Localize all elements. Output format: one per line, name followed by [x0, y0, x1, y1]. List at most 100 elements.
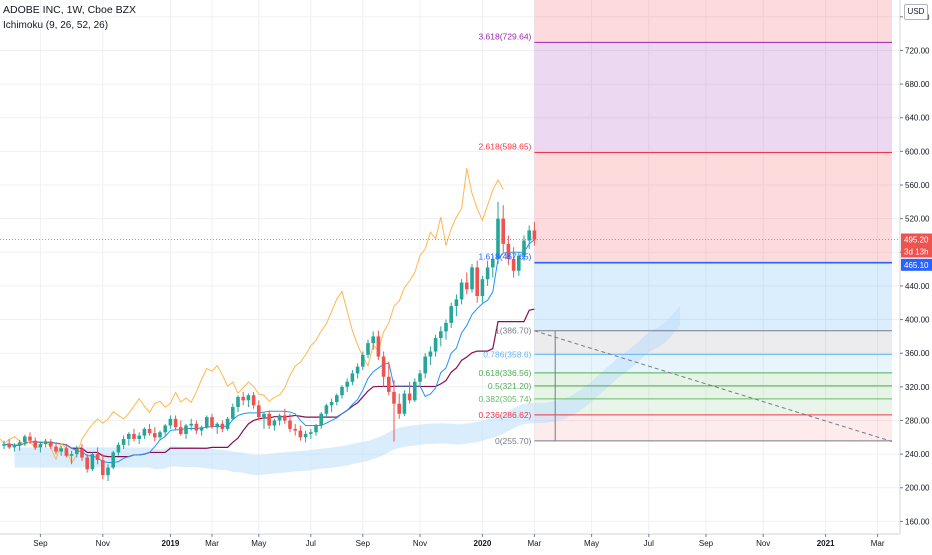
- candle-body[interactable]: [199, 427, 204, 431]
- candle-body[interactable]: [418, 373, 422, 382]
- candle-body[interactable]: [225, 418, 230, 429]
- candle-body[interactable]: [532, 230, 537, 240]
- candle-body[interactable]: [355, 366, 360, 374]
- candle-body[interactable]: [506, 243, 511, 260]
- candle-body[interactable]: [428, 351, 433, 357]
- candle-body[interactable]: [111, 452, 115, 468]
- candle-body[interactable]: [407, 393, 412, 401]
- candle-body[interactable]: [324, 405, 329, 414]
- candle-body[interactable]: [449, 306, 453, 323]
- candle-body[interactable]: [444, 322, 448, 332]
- candle-body[interactable]: [303, 433, 308, 438]
- candle-body[interactable]: [257, 405, 261, 418]
- candle-body[interactable]: [480, 279, 485, 297]
- candle-body[interactable]: [470, 267, 474, 290]
- candle-body[interactable]: [522, 240, 526, 256]
- time-axis[interactable]: [0, 534, 900, 550]
- candle-body[interactable]: [423, 356, 427, 374]
- candle-body[interactable]: [38, 444, 43, 448]
- candle-body[interactable]: [220, 423, 225, 429]
- candle-body[interactable]: [101, 459, 105, 476]
- candle-body[interactable]: [75, 449, 79, 455]
- candle-body[interactable]: [340, 386, 344, 396]
- candle-body[interactable]: [314, 425, 318, 433]
- candle-body[interactable]: [90, 454, 95, 470]
- candle-body[interactable]: [272, 420, 277, 426]
- candle-body[interactable]: [106, 467, 110, 476]
- candle-body[interactable]: [366, 343, 370, 355]
- candle-body[interactable]: [511, 259, 516, 271]
- candle-body[interactable]: [246, 395, 251, 401]
- candle-body[interactable]: [127, 433, 131, 439]
- candle-body[interactable]: [475, 267, 479, 297]
- candle-body[interactable]: [251, 395, 256, 406]
- indicator-legend[interactable]: Ichimoku (9, 26, 52, 26): [3, 20, 109, 31]
- candle-body[interactable]: [2, 444, 6, 446]
- candle-body[interactable]: [173, 418, 178, 428]
- candle-body[interactable]: [179, 427, 183, 434]
- candle-body[interactable]: [485, 267, 490, 280]
- candle-body[interactable]: [142, 428, 147, 436]
- candle-body[interactable]: [527, 230, 531, 241]
- price-axis[interactable]: [900, 0, 932, 550]
- candle-body[interactable]: [319, 413, 323, 426]
- candle-body[interactable]: [137, 435, 141, 439]
- candle-body[interactable]: [49, 441, 53, 447]
- candle-body[interactable]: [288, 420, 292, 429]
- candle-body[interactable]: [236, 396, 240, 408]
- candle-body[interactable]: [361, 354, 365, 367]
- candle-body[interactable]: [116, 444, 121, 453]
- candle-body[interactable]: [64, 448, 69, 456]
- currency-badge[interactable]: USD: [904, 4, 928, 20]
- candle-body[interactable]: [205, 417, 209, 428]
- candle-body[interactable]: [121, 438, 126, 445]
- candle-body[interactable]: [293, 428, 297, 431]
- candle-body[interactable]: [267, 413, 271, 426]
- candle-body[interactable]: [491, 259, 495, 268]
- candle-body[interactable]: [350, 373, 355, 382]
- trend-line[interactable]: [534, 330, 893, 442]
- candle-body[interactable]: [153, 433, 157, 438]
- candle-body[interactable]: [54, 446, 58, 452]
- candle-body[interactable]: [496, 218, 500, 260]
- candle-body[interactable]: [262, 413, 266, 418]
- candle-body[interactable]: [465, 282, 469, 290]
- candle-body[interactable]: [43, 441, 48, 445]
- candle-body[interactable]: [132, 433, 136, 439]
- candle-body[interactable]: [163, 425, 167, 433]
- candle-body[interactable]: [439, 331, 443, 339]
- candle-body[interactable]: [329, 401, 334, 406]
- candle-body[interactable]: [80, 449, 84, 458]
- candle-body[interactable]: [376, 336, 381, 357]
- candle-body[interactable]: [345, 381, 349, 387]
- candle-body[interactable]: [23, 436, 27, 443]
- candle-body[interactable]: [158, 432, 162, 438]
- candle-body[interactable]: [59, 448, 63, 452]
- candle-body[interactable]: [189, 423, 193, 426]
- candle-body[interactable]: [147, 428, 152, 434]
- candle-body[interactable]: [210, 417, 214, 428]
- candle-body[interactable]: [28, 436, 32, 441]
- candle-body[interactable]: [501, 218, 505, 244]
- candle-body[interactable]: [215, 423, 219, 428]
- candle-body[interactable]: [231, 407, 235, 419]
- candle-body[interactable]: [517, 255, 521, 271]
- candle-body[interactable]: [69, 454, 74, 456]
- candle-body[interactable]: [335, 395, 339, 402]
- candle-body[interactable]: [371, 336, 375, 344]
- candle-body[interactable]: [95, 454, 100, 460]
- candle-body[interactable]: [298, 430, 303, 438]
- candle-body[interactable]: [454, 299, 459, 307]
- candle-body[interactable]: [381, 356, 386, 377]
- candle-body[interactable]: [402, 393, 407, 414]
- candle-body[interactable]: [309, 432, 313, 434]
- candle-body[interactable]: [283, 415, 287, 421]
- candle-body[interactable]: [397, 403, 401, 414]
- level-price-badge[interactable]: [901, 258, 932, 271]
- candle-body[interactable]: [168, 418, 173, 426]
- candle-body[interactable]: [7, 444, 11, 448]
- last-price-badge[interactable]: [901, 233, 932, 246]
- candle-body[interactable]: [413, 381, 417, 401]
- candle-body[interactable]: [241, 396, 245, 401]
